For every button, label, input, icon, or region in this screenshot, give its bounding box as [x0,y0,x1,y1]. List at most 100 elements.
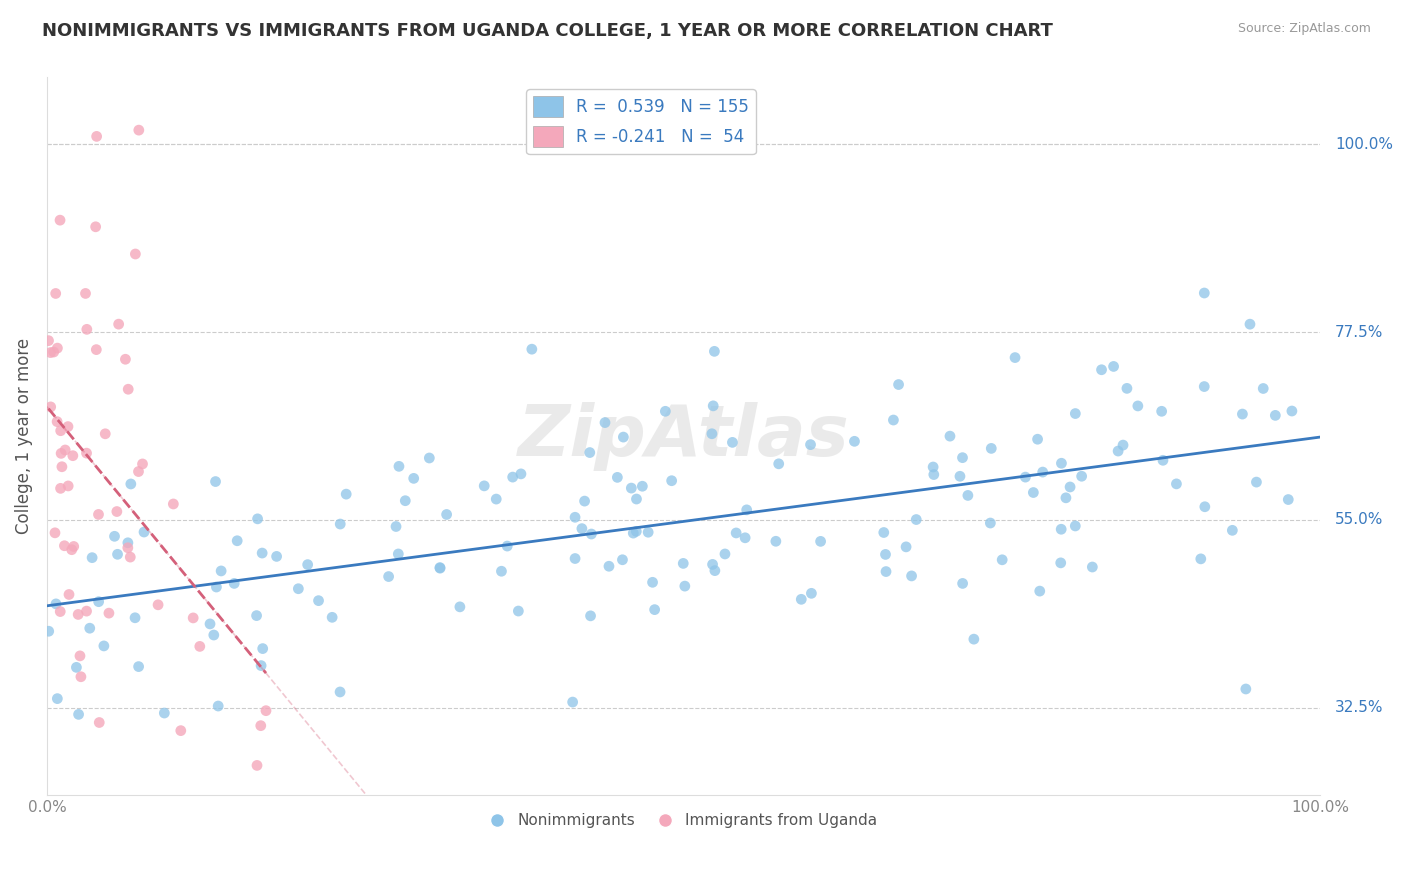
Point [388,459,411,474]
Point [207,699,229,714]
Point [1277,492,1299,507]
Point [612,430,634,444]
Point [502,470,524,484]
Point [703,344,725,359]
Point [735,503,758,517]
Point [49,446,72,460]
Point [472,479,495,493]
Point [578,445,600,459]
Point [1064,519,1087,533]
Point [86,129,108,144]
Point [79,621,101,635]
Point [56,479,79,493]
Point [1251,382,1274,396]
Point [132,524,155,539]
Point [39,400,62,414]
Point [246,512,269,526]
Point [637,525,659,540]
Point [873,525,896,540]
Point [991,553,1014,567]
Point [44,525,66,540]
Point [1050,456,1073,470]
Legend: Nonimmigrants, Immigrants from Uganda: Nonimmigrants, Immigrants from Uganda [484,807,883,834]
Point [581,527,603,541]
Point [56,419,79,434]
Point [1281,404,1303,418]
Point [1059,480,1081,494]
Point [1194,379,1216,393]
Text: Source: ZipAtlas.com: Source: ZipAtlas.com [1237,22,1371,36]
Point [329,516,352,531]
Point [714,547,737,561]
Point [402,471,425,485]
Point [626,524,648,539]
Point [485,492,508,507]
Point [385,519,408,533]
Point [661,474,683,488]
Point [882,413,904,427]
Point [1116,381,1139,395]
Point [606,470,628,484]
Point [571,522,593,536]
Point [429,561,451,575]
Point [673,579,696,593]
Point [800,586,823,600]
Point [58,587,80,601]
Point [87,508,110,522]
Point [1194,285,1216,300]
Point [188,640,211,654]
Point [107,317,129,331]
Point [198,616,221,631]
Point [1194,500,1216,514]
Point [53,442,76,457]
Point [97,606,120,620]
Point [979,516,1001,530]
Point [387,547,409,561]
Point [949,469,972,483]
Point [641,575,664,590]
Point [725,525,748,540]
Point [1150,404,1173,418]
Point [250,658,273,673]
Point [1107,444,1129,458]
Point [287,582,309,596]
Point [703,564,725,578]
Point [810,534,832,549]
Point [86,343,108,357]
Point [765,534,787,549]
Point [60,542,83,557]
Point [1234,681,1257,696]
Point [117,382,139,396]
Point [900,569,922,583]
Y-axis label: College, 1 year or more: College, 1 year or more [15,338,32,534]
Text: ZipAtlas: ZipAtlas [517,402,849,471]
Point [508,604,530,618]
Point [620,481,643,495]
Point [644,602,666,616]
Point [1004,351,1026,365]
Point [956,488,979,502]
Point [1049,556,1071,570]
Point [42,345,65,359]
Point [65,660,87,674]
Point [38,624,60,639]
Point [76,446,98,460]
Point [598,559,620,574]
Point [510,467,533,481]
Point [124,247,146,261]
Point [790,592,813,607]
Point [702,399,724,413]
Point [1029,584,1052,599]
Point [181,611,204,625]
Point [1189,552,1212,566]
Point [394,493,416,508]
Point [250,546,273,560]
Point [875,565,897,579]
Point [329,685,352,699]
Point [574,494,596,508]
Point [308,593,330,607]
Point [49,481,72,495]
Point [561,695,583,709]
Point [418,450,440,465]
Point [734,531,756,545]
